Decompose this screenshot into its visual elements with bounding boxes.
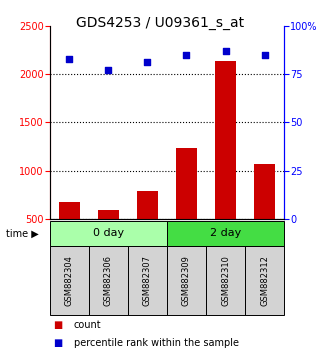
Text: count: count — [74, 320, 101, 330]
Point — [223, 48, 228, 54]
Text: GSM882310: GSM882310 — [221, 255, 230, 306]
Text: 0 day: 0 day — [93, 228, 124, 238]
Text: 2 day: 2 day — [210, 228, 241, 238]
Bar — [206, 246, 245, 315]
Text: GSM882309: GSM882309 — [182, 255, 191, 306]
Bar — [137, 191, 158, 219]
Bar — [167, 221, 284, 246]
Bar — [176, 148, 197, 219]
Bar — [98, 210, 119, 219]
Text: GSM882306: GSM882306 — [104, 255, 113, 306]
Text: time ▶: time ▶ — [6, 228, 39, 238]
Bar — [215, 61, 236, 219]
Point — [262, 52, 267, 58]
Point — [184, 52, 189, 58]
Bar — [89, 246, 128, 315]
Bar — [254, 164, 275, 219]
Text: GSM882307: GSM882307 — [143, 255, 152, 306]
Text: GSM882304: GSM882304 — [65, 255, 74, 306]
Point — [145, 60, 150, 65]
Bar — [50, 246, 89, 315]
Text: percentile rank within the sample: percentile rank within the sample — [74, 338, 239, 348]
Text: GSM882312: GSM882312 — [260, 255, 269, 306]
Point — [67, 56, 72, 62]
Bar — [128, 246, 167, 315]
Bar — [58, 202, 80, 219]
Bar — [167, 246, 206, 315]
Text: ■: ■ — [53, 338, 62, 348]
Text: ■: ■ — [53, 320, 62, 330]
Point — [106, 67, 111, 73]
Text: GDS4253 / U09361_s_at: GDS4253 / U09361_s_at — [76, 16, 245, 30]
Bar — [50, 221, 167, 246]
Bar — [245, 246, 284, 315]
